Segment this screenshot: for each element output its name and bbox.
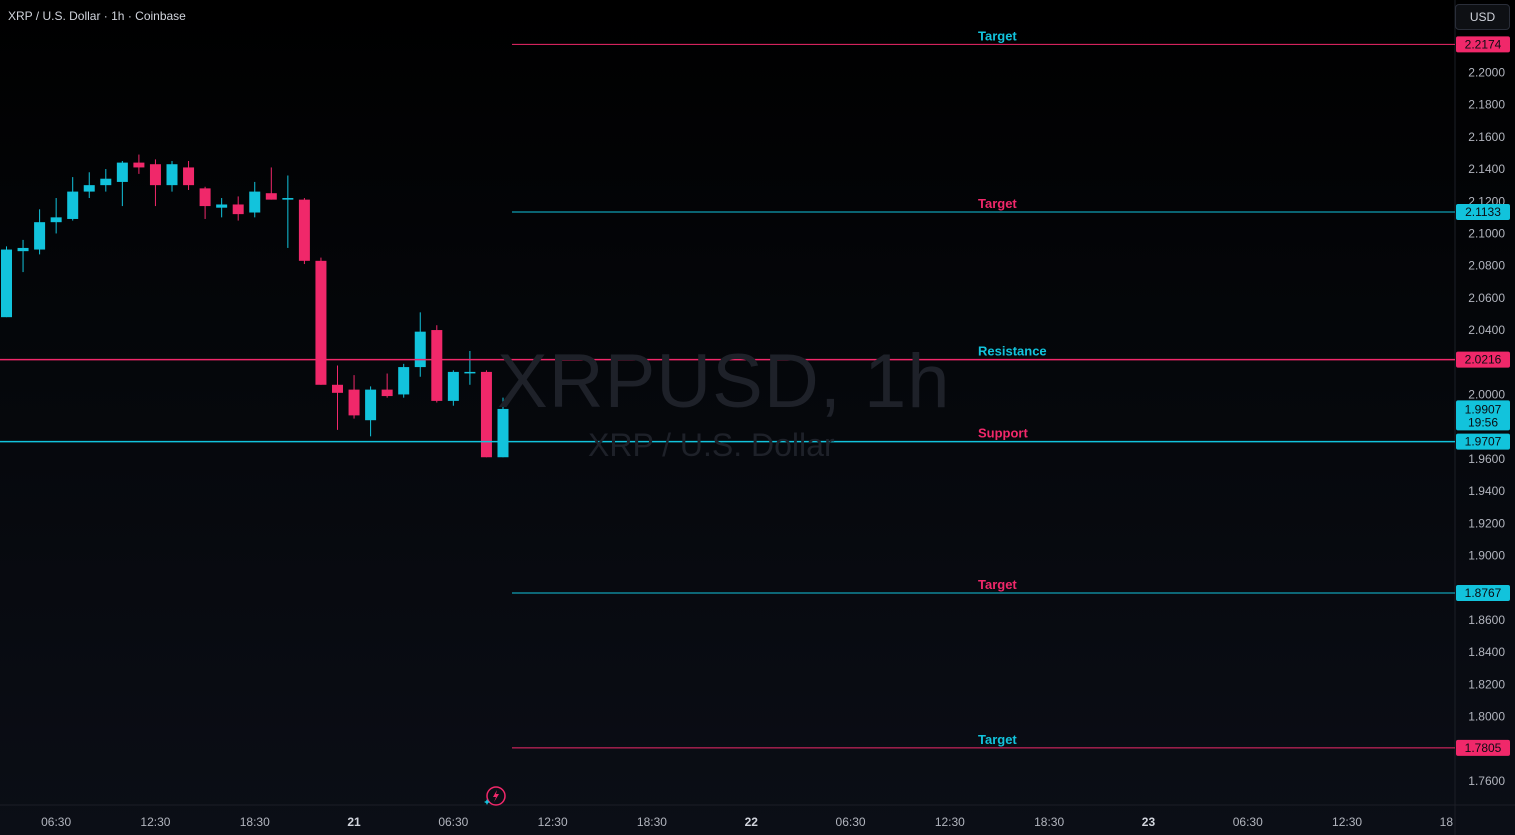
x-tick-label: 06:30 — [41, 815, 71, 829]
level-price-label: 1.7805 — [1465, 741, 1502, 755]
y-tick-label: 1.9600 — [1468, 452, 1505, 466]
y-tick-label: 2.2000 — [1468, 65, 1505, 79]
level-price-label: 1.8767 — [1465, 586, 1502, 600]
level-label: Target — [978, 196, 1017, 211]
level-label: Target — [978, 577, 1017, 592]
candle-bullish — [67, 191, 79, 219]
candle-bearish — [480, 371, 492, 458]
x-tick-label: 12:30 — [935, 815, 965, 829]
x-tick-label: 18:30 — [637, 815, 667, 829]
y-tick-label: 1.9200 — [1468, 516, 1505, 530]
level-price-label: 2.0216 — [1465, 353, 1502, 367]
level-label: Target — [978, 732, 1017, 747]
candle-bullish — [83, 185, 95, 192]
candle-bullish — [116, 162, 128, 182]
level-price-badge — [1456, 584, 1510, 601]
candle-bullish — [249, 191, 261, 213]
watermark-symbol: XRPUSD, 1h — [497, 339, 951, 424]
level-price-badge — [1456, 36, 1510, 53]
x-tick-label: 18:30 — [240, 815, 270, 829]
candle-bearish — [149, 164, 161, 186]
y-tick-label: 2.1600 — [1468, 130, 1505, 144]
candle-bullish — [398, 367, 410, 395]
level-label: Target — [978, 28, 1017, 43]
sparkle-bolt-icon[interactable] — [483, 784, 507, 808]
x-tick-label: 12:30 — [140, 815, 170, 829]
candle-bearish — [381, 389, 393, 397]
candle-bullish — [365, 389, 377, 421]
y-tick-label: 1.8200 — [1468, 677, 1505, 691]
level-price-badge — [1456, 433, 1510, 450]
y-tick-label: 1.9000 — [1468, 548, 1505, 562]
candle-bearish — [431, 330, 443, 401]
level-price-badge — [1456, 351, 1510, 368]
bar-countdown-label: 19:56 — [1468, 415, 1498, 429]
x-tick-label: 06:30 — [438, 815, 468, 829]
candle-bullish — [464, 371, 476, 374]
y-tick-label: 2.0600 — [1468, 291, 1505, 305]
x-tick-label: 06:30 — [836, 815, 866, 829]
level-label: Resistance — [978, 344, 1047, 359]
x-tick-label: 06:30 — [1233, 815, 1263, 829]
y-tick-label: 2.0000 — [1468, 387, 1505, 401]
candle-bullish — [166, 164, 178, 186]
candle-bearish — [133, 162, 145, 168]
candle-bullish — [34, 222, 46, 250]
candle-bullish — [17, 247, 29, 252]
candle-bullish — [100, 178, 112, 186]
x-tick-label: 23 — [1142, 815, 1156, 829]
y-tick-label: 2.0800 — [1468, 259, 1505, 273]
x-tick-label: 12:30 — [1332, 815, 1362, 829]
candle-bearish — [199, 188, 211, 207]
candle-bearish — [348, 389, 360, 416]
candle-bearish — [265, 193, 277, 200]
level-price-label: 2.1133 — [1465, 205, 1501, 219]
y-tick-label: 1.7600 — [1468, 774, 1505, 788]
currency-button[interactable]: USD — [1455, 4, 1510, 30]
y-tick-label: 2.1400 — [1468, 162, 1505, 176]
candle-bullish — [282, 198, 294, 200]
candle-bearish — [298, 199, 310, 261]
candle-bullish — [216, 204, 228, 208]
y-tick-label: 2.1000 — [1468, 226, 1505, 240]
x-tick-label: 21 — [347, 815, 361, 829]
candle-bearish — [315, 260, 327, 385]
candle-bearish — [232, 204, 244, 215]
y-tick-label: 1.8000 — [1468, 709, 1505, 723]
y-tick-label: 1.8400 — [1468, 645, 1505, 659]
last-price-badge — [1456, 400, 1510, 431]
level-label: Support — [978, 426, 1028, 441]
x-tick-label: 12:30 — [538, 815, 568, 829]
last-price-label: 1.9907 — [1465, 402, 1502, 416]
candle-bullish — [497, 408, 509, 458]
watermark-description: XRP / U.S. Dollar — [588, 427, 835, 463]
candle-bullish — [447, 371, 459, 401]
y-tick-label: 2.1800 — [1468, 98, 1505, 112]
x-tick-label: 22 — [745, 815, 759, 829]
candle-bullish — [414, 331, 426, 368]
y-tick-label: 1.8600 — [1468, 613, 1505, 627]
candle-bearish — [332, 384, 343, 393]
x-tick-label: 18:30 — [1034, 815, 1064, 829]
level-price-badge — [1456, 739, 1510, 756]
candle-bearish — [183, 167, 195, 186]
symbol-title: XRP / U.S. Dollar · 1h · Coinbase — [8, 9, 186, 23]
y-tick-label: 1.9400 — [1468, 484, 1505, 498]
level-price-badge — [1456, 204, 1510, 221]
candle-bullish — [1, 249, 12, 318]
y-tick-label: 2.0400 — [1468, 323, 1505, 337]
level-price-label: 2.2174 — [1465, 37, 1502, 51]
level-price-label: 1.9707 — [1465, 435, 1502, 449]
candle-bullish — [50, 217, 62, 223]
x-tick-label: 18 — [1440, 815, 1454, 829]
